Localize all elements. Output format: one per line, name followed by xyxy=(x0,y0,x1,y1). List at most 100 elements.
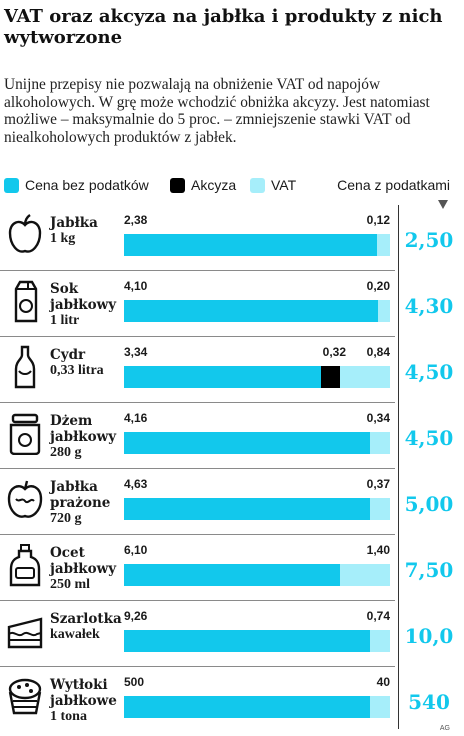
legend-swatch-base xyxy=(4,177,19,193)
product-unit: 280 g xyxy=(50,445,82,460)
triangle-down-icon xyxy=(438,200,448,209)
apple-icon xyxy=(6,213,44,257)
product-unit: kawałek xyxy=(50,627,100,642)
bar-stack: 6,10 1,40 xyxy=(124,543,390,586)
bar-vat xyxy=(370,630,390,652)
chart-title: VAT oraz akcyza na jabłka i produkty z n… xyxy=(4,6,443,48)
value-label-vat: 1,40 xyxy=(366,543,390,557)
bar-base xyxy=(124,432,370,454)
value-label-base: 500 xyxy=(124,675,145,689)
product-name: Wytłoki jabłkowe xyxy=(50,677,117,709)
bar-stack: 9,26 0,74 xyxy=(124,609,390,652)
row-cydr: Cydr 0,33 litra 3,34 0,32 0,84 4,50 xyxy=(0,337,464,403)
vinegar-bottle-icon xyxy=(6,543,44,587)
product-name: Sok jabłkowy xyxy=(50,281,117,313)
bar-vat xyxy=(340,564,390,586)
value-label-vat: 0,74 xyxy=(366,609,390,623)
totals-divider xyxy=(398,205,399,729)
row-label: Dżem jabłkowy 280 g xyxy=(50,413,122,461)
legend-label-vat: VAT xyxy=(271,177,297,193)
value-label-base: 4,63 xyxy=(124,477,148,491)
row-prazone: Jabłka prażone 720 g 4,63 0,37 5,00 xyxy=(0,469,464,535)
legend-label-excise: Akcyza xyxy=(191,177,237,193)
product-unit: 720 g xyxy=(50,511,82,526)
legend: Cena bez podatków Akcyza VAT Cena z poda… xyxy=(4,177,460,195)
chart-intro: Unijne przepisy nie pozwalają na obniżen… xyxy=(4,76,430,146)
bar-stack: 3,34 0,32 0,84 xyxy=(124,345,390,388)
bar-vat xyxy=(370,696,390,718)
row-separator xyxy=(0,534,395,535)
value-label-vat: 0,37 xyxy=(366,477,390,491)
juice-carton-icon xyxy=(6,279,44,323)
bottle-icon xyxy=(6,345,44,389)
author-credit: AG xyxy=(439,725,450,732)
bar-vat xyxy=(377,234,390,256)
value-label-base: 4,16 xyxy=(124,411,148,425)
bar-excise xyxy=(321,366,340,388)
total-price-header: Cena z podatkami xyxy=(337,177,450,193)
bar-stack: 4,16 0,34 xyxy=(124,411,390,454)
total-price-label: 2,50 xyxy=(404,228,454,252)
row-label: Jabłka prażone 720 g xyxy=(50,479,122,527)
product-name: Szarlotka xyxy=(50,611,122,627)
product-name: Jabłka xyxy=(50,215,98,231)
row-ocet: Ocet jabłkowy 250 ml 6,10 1,40 7,50 xyxy=(0,535,464,601)
row-label: Sok jabłkowy 1 litr xyxy=(50,281,122,329)
bar-vat xyxy=(370,498,390,520)
bar-base xyxy=(124,696,370,718)
bar-base xyxy=(124,498,370,520)
value-label-vat: 0,12 xyxy=(366,213,390,227)
legend-swatch-vat xyxy=(250,177,265,193)
total-price-label: 4,50 xyxy=(404,360,454,384)
row-separator xyxy=(0,666,395,667)
row-label: Szarlotka kawałek xyxy=(50,611,122,643)
row-jablka: Jabłka 1 kg 2,38 0,12 2,50 xyxy=(0,205,464,271)
value-label-base: 2,38 xyxy=(124,213,148,227)
legend-label-base: Cena bez podatków xyxy=(25,177,149,193)
bar-stack: 2,38 0,12 xyxy=(124,213,390,256)
row-label: Cydr 0,33 litra xyxy=(50,347,104,379)
value-label-vat: 0,20 xyxy=(366,279,390,293)
row-separator xyxy=(0,600,395,601)
value-label-base: 4,10 xyxy=(124,279,148,293)
bar-stack: 4,63 0,37 xyxy=(124,477,390,520)
total-price-label: 7,50 xyxy=(404,558,454,582)
bar-stack: 4,10 0,20 xyxy=(124,279,390,322)
row-separator xyxy=(0,270,395,271)
total-price-label: 5,00 xyxy=(404,492,454,516)
row-separator xyxy=(0,402,395,403)
legend-item-excise: Akcyza xyxy=(170,177,236,193)
bar-base xyxy=(124,300,378,322)
jam-jar-icon xyxy=(6,411,44,456)
bar-base xyxy=(124,630,370,652)
legend-item-base: Cena bez podatków xyxy=(4,177,149,193)
product-unit: 1 tona xyxy=(50,709,87,724)
product-name: Dżem jabłkowy xyxy=(50,413,117,445)
value-label-vat: 0,84 xyxy=(366,345,390,359)
product-name: Ocet jabłkowy xyxy=(50,545,117,577)
total-price-label: 4,50 xyxy=(404,426,454,450)
row-label: Jabłka 1 kg xyxy=(50,215,98,247)
row-label: Ocet jabłkowy 250 ml xyxy=(50,545,122,593)
row-separator xyxy=(0,336,395,337)
cake-icon xyxy=(6,609,44,653)
legend-item-vat: VAT xyxy=(250,177,296,193)
bar-vat xyxy=(370,432,390,454)
row-szarlotka: Szarlotka kawałek 9,26 0,74 10,0 xyxy=(0,601,464,667)
bar-vat xyxy=(340,366,390,388)
baked-apple-icon xyxy=(6,477,44,521)
product-unit: 1 litr xyxy=(50,313,80,328)
value-label-vat: 40 xyxy=(376,675,390,689)
total-price-label: 540 xyxy=(408,690,450,714)
bar-base xyxy=(124,564,340,586)
legend-swatch-excise xyxy=(170,177,185,193)
bar-vat xyxy=(378,300,390,322)
total-price-label: 10,0 xyxy=(404,624,454,648)
chart-rows: Jabłka 1 kg 2,38 0,12 2,50 Sok jabłkowy 1 litr… xyxy=(0,205,464,736)
product-unit: 1 kg xyxy=(50,231,76,246)
product-unit: 0,33 litra xyxy=(50,363,104,378)
product-name: Jabłka prażone xyxy=(50,479,111,511)
value-label-excise: 0,32 xyxy=(322,345,346,359)
value-label-base: 6,10 xyxy=(124,543,148,557)
bar-stack: 500 40 xyxy=(124,675,390,718)
